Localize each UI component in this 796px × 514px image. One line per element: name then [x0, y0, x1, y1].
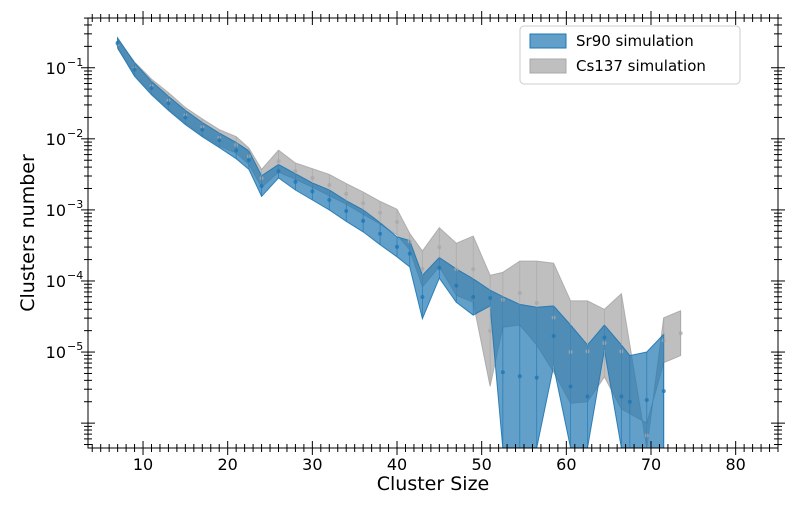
data-point-sr90-simulation [661, 389, 666, 394]
band-sr90-simulation [117, 36, 665, 449]
y-tick-exponent: −4 [67, 269, 83, 282]
y-axis-tick-labels: 10−510−410−310−210−1 [46, 56, 84, 362]
x-tick-label: 50 [472, 455, 492, 474]
data-point-sr90-simulation [344, 208, 349, 213]
legend-label: Sr90 simulation [576, 32, 694, 50]
data-point-cs137-simulation [310, 175, 315, 180]
data-point-sr90-simulation [420, 294, 425, 299]
x-tick-label: 80 [725, 455, 745, 474]
data-point-sr90-simulation [327, 197, 332, 202]
data-point-cs137-simulation [293, 169, 298, 174]
legend-box [519, 25, 741, 85]
data-point-cs137-simulation [327, 183, 332, 188]
legend: Sr90 simulation Cs137 simulation [519, 25, 741, 85]
data-point-sr90-simulation [644, 398, 649, 403]
data-point-sr90-simulation [276, 169, 281, 174]
data-point-sr90-simulation [551, 334, 556, 339]
data-point-cs137-simulation [534, 301, 539, 306]
data-point-sr90-simulation [310, 189, 315, 194]
data-point-sr90-simulation [183, 115, 188, 120]
data-point-cs137-simulation [517, 291, 522, 296]
x-axis-ticks [91, 11, 779, 455]
data-point-sr90-simulation [500, 370, 505, 375]
data-point-sr90-simulation [132, 67, 137, 72]
data-point-sr90-simulation [568, 384, 573, 389]
data-point-sr90-simulation [534, 375, 539, 380]
data-point-sr90-simulation [619, 394, 624, 399]
y-tick-label: 10 [46, 59, 66, 78]
data-point-cs137-simulation [276, 159, 281, 164]
data-point-cs137-simulation [344, 191, 349, 196]
data-point-sr90-simulation [115, 40, 120, 45]
data-point-sr90-simulation [234, 148, 239, 153]
data-point-sr90-simulation [471, 294, 476, 299]
x-tick-label: 60 [556, 455, 576, 474]
y-tick-exponent: −2 [67, 127, 83, 140]
y-tick-exponent: −3 [67, 198, 83, 211]
y-axis-title: Clusters number [17, 154, 39, 312]
data-point-cs137-simulation [678, 331, 683, 336]
data-point-sr90-simulation [488, 296, 493, 301]
x-tick-label: 20 [218, 455, 238, 474]
data-point-sr90-simulation [246, 158, 251, 163]
data-point-cs137-simulation [471, 267, 476, 272]
data-point-sr90-simulation [395, 244, 400, 249]
data-point-sr90-simulation [166, 101, 171, 106]
data-point-cs137-simulation [361, 201, 366, 206]
x-tick-label: 30 [302, 455, 322, 474]
plot-frame [87, 17, 779, 449]
data-point-cs137-simulation [395, 219, 400, 224]
error-bars [115, 37, 683, 448]
data-point-cs137-simulation [488, 328, 493, 333]
legend-swatch [529, 58, 567, 74]
data-point-sr90-simulation [378, 231, 383, 236]
data-point-sr90-simulation [627, 399, 632, 404]
series-bands [117, 36, 682, 449]
data-point-sr90-simulation [602, 335, 607, 340]
x-axis-title: Cluster Size [377, 473, 489, 495]
y-tick-label: 10 [46, 130, 66, 149]
data-point-sr90-simulation [361, 218, 366, 223]
data-point-sr90-simulation [454, 283, 459, 288]
data-point-cs137-simulation [378, 210, 383, 215]
x-tick-label: 10 [133, 455, 153, 474]
y-tick-label: 10 [46, 272, 66, 291]
data-point-sr90-simulation [149, 86, 154, 91]
data-point-cs137-simulation [437, 245, 442, 250]
data-point-sr90-simulation [585, 394, 590, 399]
y-tick-label: 10 [46, 343, 66, 362]
y-tick-exponent: −5 [67, 340, 83, 353]
data-point-sr90-simulation [437, 265, 442, 270]
data-point-sr90-simulation [217, 138, 222, 143]
y-axis-ticks [81, 17, 785, 446]
x-tick-label: 40 [387, 455, 407, 474]
x-axis-tick-labels: 10 20 30 40 50 60 70 80 [133, 455, 746, 474]
y-tick-exponent: −1 [67, 56, 83, 69]
data-point-cs137-simulation [420, 266, 425, 271]
legend-label: Cs137 simulation [576, 57, 706, 75]
y-tick-label: 10 [46, 201, 66, 220]
data-point-sr90-simulation [259, 184, 264, 189]
legend-swatch [529, 33, 567, 49]
data-point-sr90-simulation [293, 179, 298, 184]
x-tick-label: 70 [641, 455, 661, 474]
data-point-sr90-simulation [517, 374, 522, 379]
data-point-sr90-simulation [407, 251, 412, 256]
data-point-sr90-simulation [200, 127, 205, 132]
